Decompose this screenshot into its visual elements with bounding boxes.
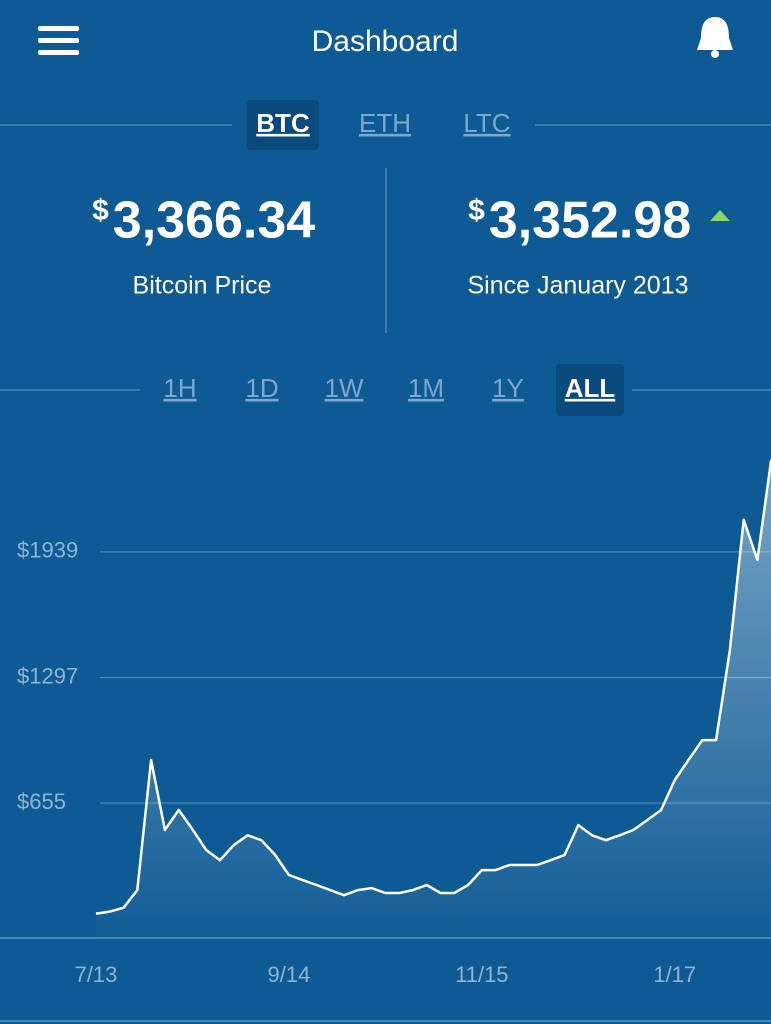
trend-up-icon: [710, 210, 730, 221]
x-tick-label: 9/14: [268, 962, 311, 987]
range-tab[interactable]: 1W: [325, 373, 364, 403]
chart: $655 $1297 $1939 7/13 9/14 11/15 1/17: [17, 459, 771, 987]
stat-value: 3,352.98: [489, 192, 691, 250]
range-tab[interactable]: 1M: [408, 373, 444, 403]
selected-tab-bg: [556, 364, 624, 416]
stat-value: 3,366.34: [113, 192, 315, 250]
x-tick-label: 7/13: [75, 962, 118, 987]
stat-currency: $: [92, 194, 109, 227]
menu-button[interactable]: [38, 26, 79, 55]
y-tick-label: $655: [17, 789, 66, 814]
notification-button[interactable]: [697, 17, 733, 58]
currency-tab[interactable]: LTC: [463, 108, 510, 138]
screen-title: Dashboard: [312, 25, 459, 58]
stat-currency: $: [468, 194, 485, 227]
range-tab[interactable]: ALL: [565, 373, 616, 403]
y-tick-label: $1297: [17, 663, 78, 688]
range-tab[interactable]: 1Y: [492, 373, 524, 403]
range-tabs: 1H 1D 1W 1M 1Y ALL: [163, 364, 624, 416]
stat-label: Bitcoin Price: [133, 272, 272, 300]
price-line: [95, 459, 771, 915]
currency-tab[interactable]: BTC: [256, 108, 310, 138]
x-tick-label: 1/17: [653, 962, 696, 987]
x-tick-label: 11/15: [455, 962, 508, 987]
stat: 3,366.34$ Bitcoin Price: [92, 192, 315, 300]
price-area: [96, 461, 771, 938]
range-tab[interactable]: 1D: [245, 373, 278, 403]
stat-label: Since January 2013: [468, 272, 689, 300]
currency-tabs: BTC ETH LTC: [247, 100, 511, 150]
y-tick-label: $1939: [17, 538, 78, 563]
range-tab[interactable]: 1H: [163, 373, 196, 403]
currency-tab[interactable]: ETH: [359, 108, 411, 138]
stat: 3,352.98$ Since January 2013: [468, 192, 730, 300]
selected-tab-bg: [247, 100, 319, 150]
